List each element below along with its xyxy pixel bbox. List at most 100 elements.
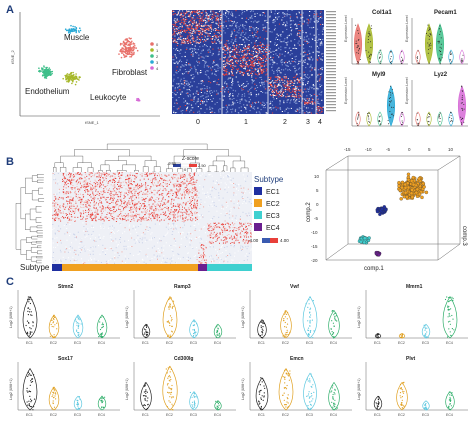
heatmap-b-cell <box>115 201 117 203</box>
heatmap-b-cell <box>106 197 108 199</box>
heatmap-a-cell <box>186 27 188 29</box>
heatmap-a-cell <box>309 94 311 95</box>
heatmap-b-cell <box>72 210 74 212</box>
heatmap-a-cell <box>231 73 233 75</box>
heatmap-a-cell <box>285 64 287 66</box>
heatmap-a-cell <box>223 95 225 97</box>
violin-a-point <box>358 111 360 113</box>
heatmap-a-cell <box>287 85 289 87</box>
heatmap-b-cell <box>59 249 61 251</box>
heatmap-a-cell <box>280 85 282 87</box>
violin-a-point <box>357 61 359 63</box>
heatmap-a-cell <box>305 76 307 78</box>
heatmap-a-cell <box>175 69 178 71</box>
heatmap-a-cell <box>249 26 251 28</box>
heatmap-a-cell <box>314 39 316 41</box>
heatmap-a-cell <box>279 108 282 110</box>
heatmap-b-cell <box>55 209 57 211</box>
heatmap-b-cell <box>179 203 181 205</box>
heatmap-a-cell <box>274 89 276 91</box>
heatmap-a-cell <box>260 76 262 78</box>
heatmap-b-cell <box>179 208 181 210</box>
tsne-label-fibroblast: Fibroblast <box>112 68 148 77</box>
heatmap-a-cell <box>174 39 176 41</box>
heatmap-a-cell <box>184 64 186 66</box>
heatmap-a-cell <box>212 10 214 12</box>
heatmap-b-cell <box>74 187 76 189</box>
heatmap-b-cell <box>117 173 119 175</box>
heatmap-a-cell <box>176 33 178 34</box>
heatmap-a-cell <box>272 91 274 93</box>
heatmap-b-cell <box>143 178 145 180</box>
heatmap-b-cell <box>70 192 72 193</box>
heatmap-a-cell <box>198 43 200 44</box>
heatmap-a-cell <box>281 78 283 80</box>
heatmap-b-cell <box>176 180 178 182</box>
heatmap-b-cell <box>118 188 120 190</box>
heatmap-b-cell <box>72 187 74 188</box>
heatmap-a-cell <box>175 22 177 23</box>
violin-a-point <box>389 97 391 98</box>
heatmap-a-cell <box>259 52 261 54</box>
heatmap-a-cell <box>266 54 268 56</box>
heatmap-b-cell <box>73 175 75 177</box>
violin-a-point <box>389 117 391 119</box>
heatmap-a-cell <box>298 44 300 46</box>
heatmap-a-cell <box>240 57 242 59</box>
heatmap-a-cell <box>245 111 248 113</box>
heatmap-a-cell <box>191 99 193 101</box>
heatmap-a-cell <box>278 78 280 80</box>
tsne-point-fibroblast <box>136 49 139 52</box>
heatmap-a-cell <box>213 59 215 61</box>
heatmap-a-cell <box>187 25 189 27</box>
heatmap-a-cell <box>176 72 178 74</box>
heatmap-a-cell <box>288 88 290 90</box>
heatmap-b-cell <box>85 186 86 188</box>
heatmap-a-cell <box>296 79 298 81</box>
heatmap-b-cell <box>146 192 148 194</box>
heatmap-b-cell <box>58 230 60 232</box>
heatmap-b-cell <box>54 232 56 234</box>
tsne-point-endothelium <box>45 69 48 71</box>
heatmap-a-cell <box>232 42 234 44</box>
heatmap-b-cell <box>195 188 197 190</box>
heatmap-b-cell <box>183 174 185 175</box>
heatmap-a-cell <box>318 55 320 57</box>
heatmap-a-cell <box>240 49 242 51</box>
heatmap-a-cell <box>197 64 199 66</box>
heatmap-a-cell <box>173 28 176 30</box>
heatmap-a-cell <box>272 54 275 55</box>
heatmap-a-cell <box>231 60 233 62</box>
violin-a-point <box>358 63 360 65</box>
heatmap-a-cell <box>185 12 187 14</box>
heatmap-b-cell <box>78 181 79 183</box>
tsne-legend-label-1: 1 <box>156 48 159 53</box>
heatmap-a-cell <box>177 11 179 13</box>
heatmap-b-cell <box>162 186 164 188</box>
heatmap-a-cell <box>212 41 214 43</box>
heatmap-a-cell <box>220 15 222 16</box>
heatmap-b-cell <box>78 177 80 179</box>
heatmap-b-cell <box>70 176 72 178</box>
heatmap-a-cell <box>211 22 213 23</box>
violin-a-point <box>379 60 381 62</box>
violin-a-point <box>440 37 442 39</box>
heatmap-a-cell <box>195 51 197 53</box>
heatmap-a-cell <box>234 38 236 40</box>
heatmap-a-cell <box>230 104 232 106</box>
heatmap-b-cell <box>135 208 137 210</box>
heatmap-a-cluster-label-2: 2 <box>283 119 287 126</box>
heatmap-a-cell <box>281 93 284 95</box>
heatmap-b-cell <box>143 218 145 219</box>
heatmap-a-cell <box>188 89 190 90</box>
heatmap-a-cell <box>188 29 190 31</box>
heatmap-b-cell <box>184 187 186 189</box>
tsne-point-endothelium <box>47 74 49 77</box>
heatmap-a-gene-label <box>326 59 336 61</box>
heatmap-b-cell <box>83 206 85 208</box>
heatmap-a-cell <box>180 19 183 21</box>
heatmap-b-cell <box>147 209 148 210</box>
heatmap-a-cell <box>261 71 263 72</box>
heatmap-a-cell <box>215 74 217 76</box>
heatmap-b-cell <box>185 190 187 192</box>
